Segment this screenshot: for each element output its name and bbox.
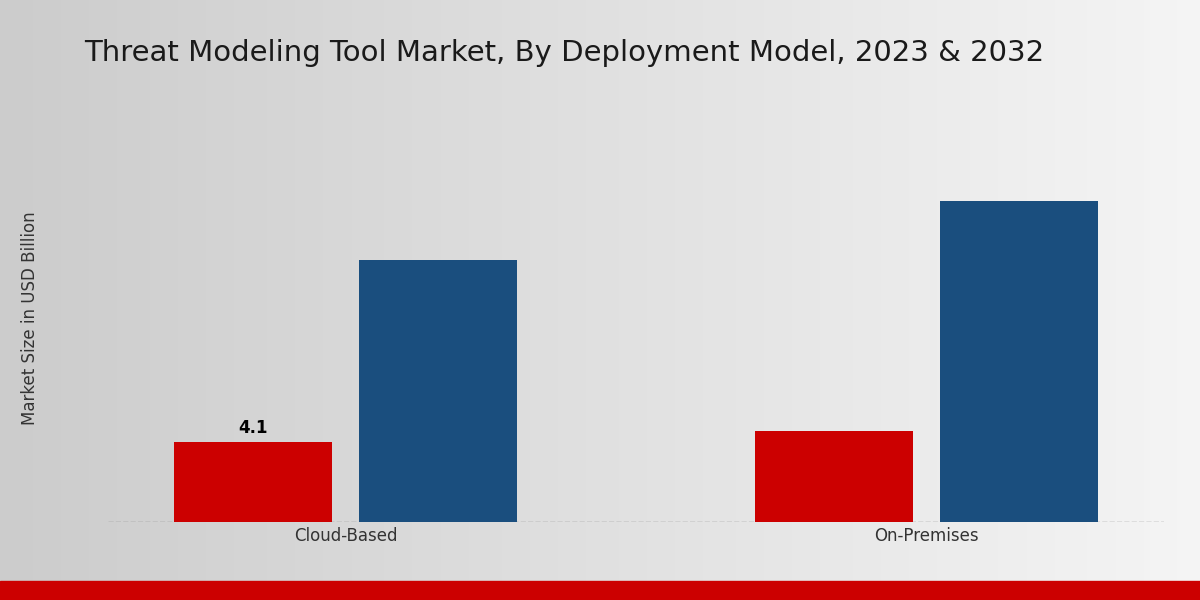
Text: Threat Modeling Tool Market, By Deployment Model, 2023 & 2032: Threat Modeling Tool Market, By Deployme… [84, 39, 1044, 67]
Bar [174, 442, 332, 522]
Bar [940, 202, 1098, 522]
Text: 4.1: 4.1 [239, 419, 268, 437]
Bar [755, 431, 913, 522]
Bar [359, 260, 517, 522]
Text: Market Size in USD Billion: Market Size in USD Billion [20, 211, 40, 425]
